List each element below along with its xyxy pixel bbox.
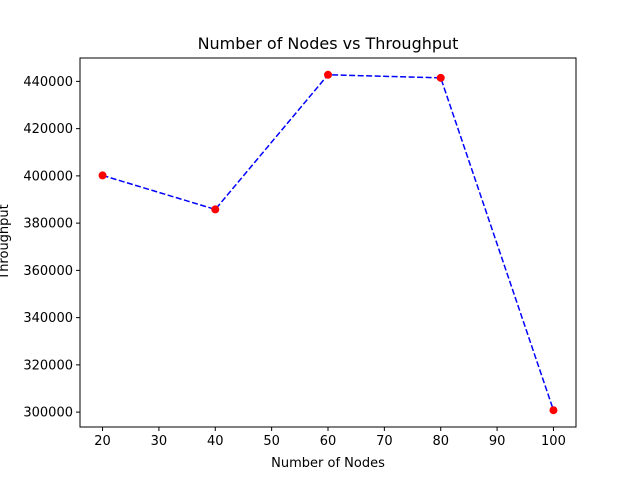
series-throughput — [98, 70, 558, 415]
y-tick-label: 340000 — [23, 311, 73, 326]
x-tick-label: 100 — [541, 434, 566, 449]
chart-title: Number of Nodes vs Throughput — [198, 34, 459, 53]
x-tick-label: 70 — [376, 434, 393, 449]
x-tick-label: 40 — [207, 434, 224, 449]
data-point — [436, 73, 445, 82]
x-axis-label: Number of Nodes — [271, 456, 385, 471]
x-tick-label: 80 — [432, 434, 449, 449]
y-tick-label: 300000 — [23, 406, 73, 421]
y-axis-label: Throughput — [0, 204, 12, 281]
x-axis: 20 30 40 50 60 70 80 90 100 — [94, 427, 566, 449]
data-point — [549, 406, 558, 415]
data-point — [98, 171, 107, 180]
y-tick-label: 400000 — [23, 169, 73, 184]
x-tick-label: 20 — [94, 434, 111, 449]
x-tick-label: 50 — [263, 434, 280, 449]
y-tick-label: 380000 — [23, 217, 73, 232]
y-tick-label: 360000 — [23, 264, 73, 279]
plot-area — [79, 57, 577, 428]
data-point — [324, 70, 332, 79]
y-axis: 300000 320000 340000 360000 380000 400000 4200… — [23, 75, 80, 421]
y-tick-label: 320000 — [23, 358, 73, 373]
y-tick-label: 420000 — [23, 122, 73, 137]
x-tick-label: 60 — [320, 434, 337, 449]
y-tick-label: 440000 — [23, 75, 73, 90]
data-point — [211, 205, 220, 214]
x-tick-label: 90 — [489, 434, 506, 449]
x-tick-label: 30 — [151, 434, 168, 449]
